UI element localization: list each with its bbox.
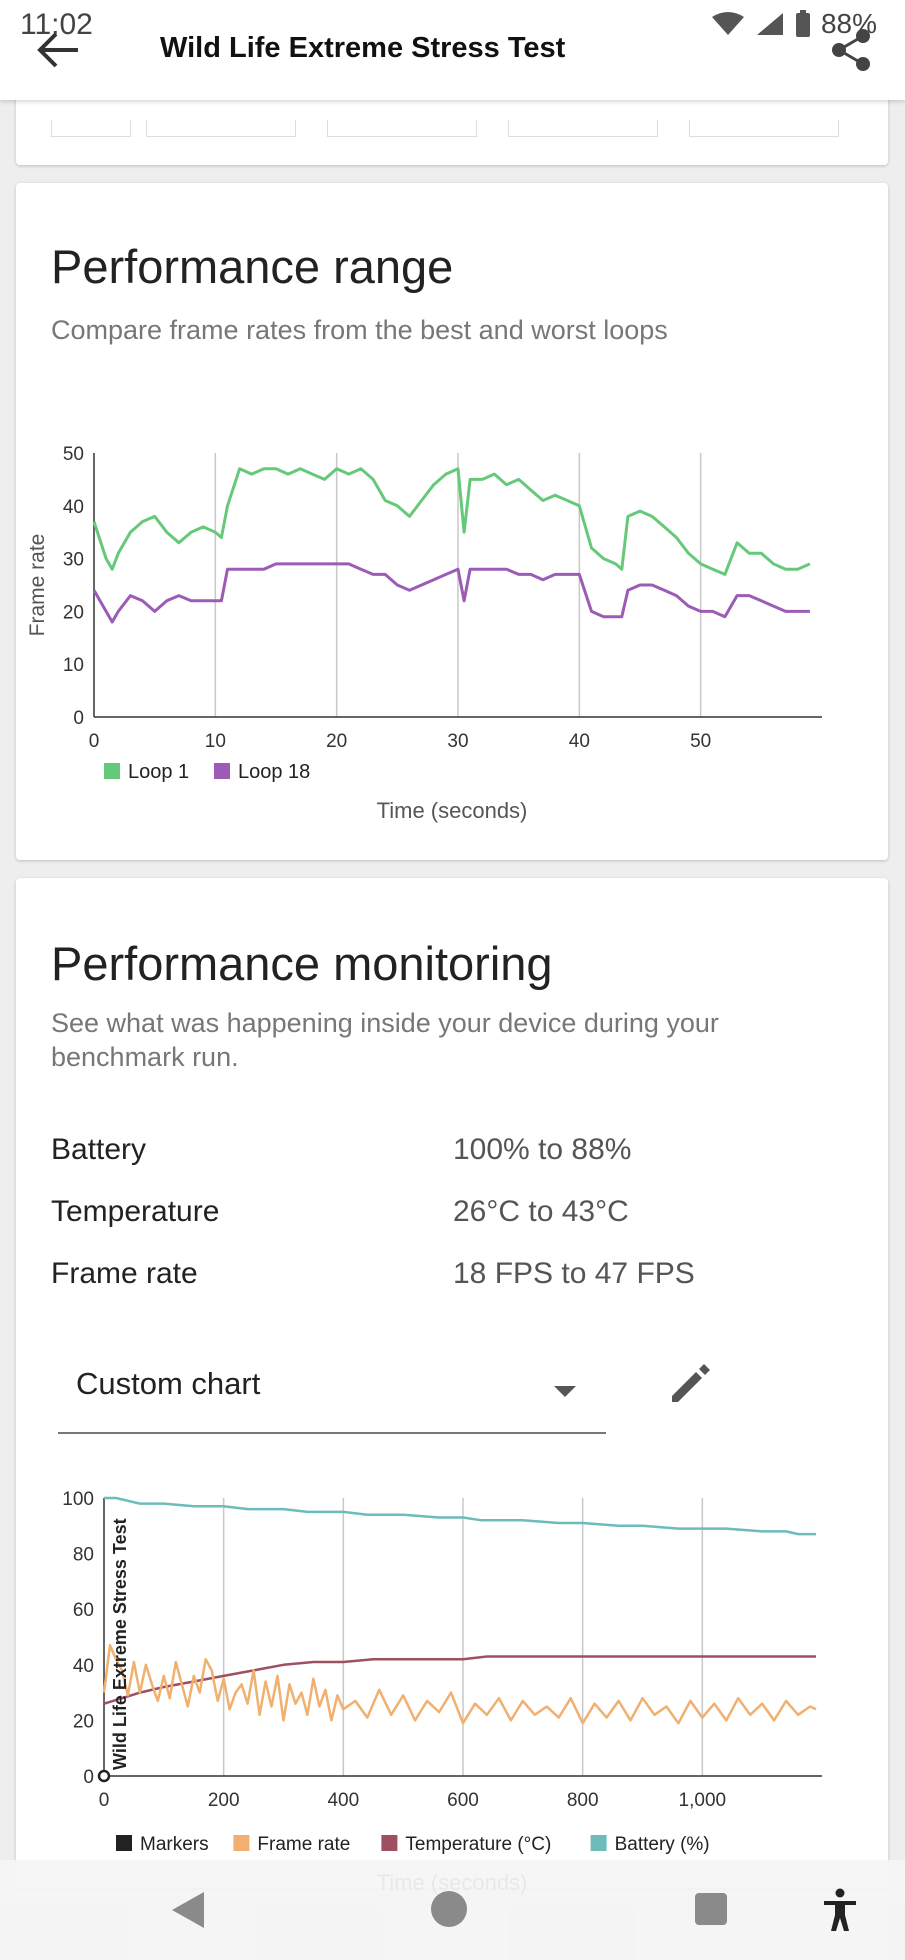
- legend-label: Markers: [140, 1834, 209, 1855]
- nav-back-icon[interactable]: [168, 1890, 206, 1930]
- nav-recents-icon[interactable]: [693, 1891, 729, 1927]
- battery-value: 100% to 88%: [453, 1133, 632, 1166]
- marker-label: Wild Life Extreme Stress Test: [110, 1518, 130, 1770]
- x-tick-label: 800: [567, 1790, 599, 1811]
- y-tick-label: 60: [73, 1600, 94, 1621]
- custom-monitoring-chart: 0 200 400 600 800 1,000 0 20 40 60 80 100 Wild Life …: [62, 1489, 822, 1895]
- legend-swatch: [381, 1835, 398, 1851]
- y-tick-label: 0: [73, 708, 84, 729]
- loop-tab[interactable]: [327, 120, 477, 137]
- x-tick-label: 200: [208, 1790, 240, 1811]
- loop-tab[interactable]: [51, 120, 131, 137]
- chart-type-select[interactable]: Custom chart: [58, 1348, 606, 1434]
- x-tick-label: 600: [447, 1790, 479, 1811]
- frame-rate-range-chart: 0 10 20 30 40 50 0 10 20 30 40 50 Frame rate Loop 1 Lo…: [26, 444, 822, 823]
- x-tick-label: 50: [690, 731, 711, 752]
- legend-label: Loop 1: [128, 761, 189, 783]
- series-line-battery: [104, 1496, 816, 1536]
- legend-swatch: [104, 763, 120, 779]
- x-tick-label: 40: [569, 731, 590, 752]
- legend-swatch: [233, 1835, 250, 1851]
- loop-tab[interactable]: [146, 120, 296, 137]
- series-line-loop-1: [92, 467, 811, 576]
- app-bar: 11:02 88% Wild Life Extreme Stress Test: [0, 0, 905, 100]
- series-line-temperature-c: [103, 1655, 816, 1705]
- y-tick-label: 10: [63, 655, 84, 676]
- series-line-frame-rate: [102, 1644, 817, 1725]
- wifi-icon: [711, 12, 744, 35]
- card-title: Performance monitoring: [51, 937, 553, 990]
- loop-tab[interactable]: [689, 120, 839, 137]
- page-title: Wild Life Extreme Stress Test: [160, 32, 566, 64]
- system-nav-bar: [0, 1860, 905, 1960]
- performance-monitoring-card: Performance monitoring See what was happ…: [16, 878, 888, 1895]
- accessibility-icon[interactable]: [822, 1888, 858, 1932]
- y-axis-label: Frame rate: [26, 534, 49, 637]
- dropdown-arrow-icon: [554, 1386, 576, 1397]
- y-tick-label: 20: [73, 1711, 94, 1732]
- series-line-loop-18: [92, 562, 810, 624]
- y-tick-label: 100: [62, 1489, 94, 1510]
- legend-label: Battery (%): [615, 1834, 710, 1855]
- y-tick-label: 0: [83, 1767, 94, 1788]
- x-axis-label: Time (seconds): [377, 798, 528, 823]
- y-tick-label: 80: [73, 1545, 94, 1566]
- x-tick-label: 0: [89, 731, 100, 752]
- legend-label: Frame rate: [257, 1834, 350, 1855]
- legend-swatch: [116, 1835, 132, 1851]
- legend-swatch: [214, 763, 230, 779]
- loop-tab[interactable]: [508, 120, 658, 137]
- battery-icon: [795, 10, 810, 37]
- x-tick-label: 30: [447, 731, 468, 752]
- frame-rate-value: 18 FPS to 47 FPS: [453, 1257, 695, 1290]
- marker-point: [97, 1769, 111, 1783]
- pencil-icon[interactable]: [666, 1360, 714, 1408]
- share-icon[interactable]: [827, 26, 875, 74]
- legend-label: Temperature (°C): [405, 1834, 551, 1855]
- y-tick-label: 30: [63, 550, 84, 571]
- y-tick-label: 40: [63, 497, 84, 518]
- card-subtitle: Compare frame rates from the best and wo…: [51, 315, 668, 345]
- card-title: Performance range: [51, 240, 454, 293]
- temperature-label: Temperature: [51, 1195, 220, 1228]
- back-arrow-icon[interactable]: [34, 28, 84, 72]
- y-tick-label: 40: [73, 1656, 94, 1677]
- signal-icon: [756, 13, 783, 35]
- y-tick-label: 20: [63, 602, 84, 623]
- legend-label: Loop 18: [238, 761, 310, 783]
- loop-tabs: [16, 120, 888, 137]
- frame-rate-label: Frame rate: [51, 1257, 198, 1290]
- y-tick-label: 50: [63, 444, 84, 465]
- performance-range-card: Performance range Compare frame rates fr…: [16, 183, 888, 860]
- card-subtitle: See what was happening inside your devic…: [51, 1008, 719, 1072]
- battery-label: Battery: [51, 1133, 147, 1166]
- temperature-value: 26°C to 43°C: [453, 1195, 629, 1228]
- x-tick-label: 20: [326, 731, 347, 752]
- x-tick-label: 1,000: [679, 1790, 727, 1811]
- legend-swatch: [590, 1835, 607, 1851]
- x-tick-label: 10: [205, 731, 226, 752]
- chart-type-value: Custom chart: [76, 1366, 261, 1401]
- x-tick-label: 400: [327, 1790, 359, 1811]
- x-tick-label: 0: [99, 1790, 110, 1811]
- nav-home-icon[interactable]: [429, 1889, 469, 1929]
